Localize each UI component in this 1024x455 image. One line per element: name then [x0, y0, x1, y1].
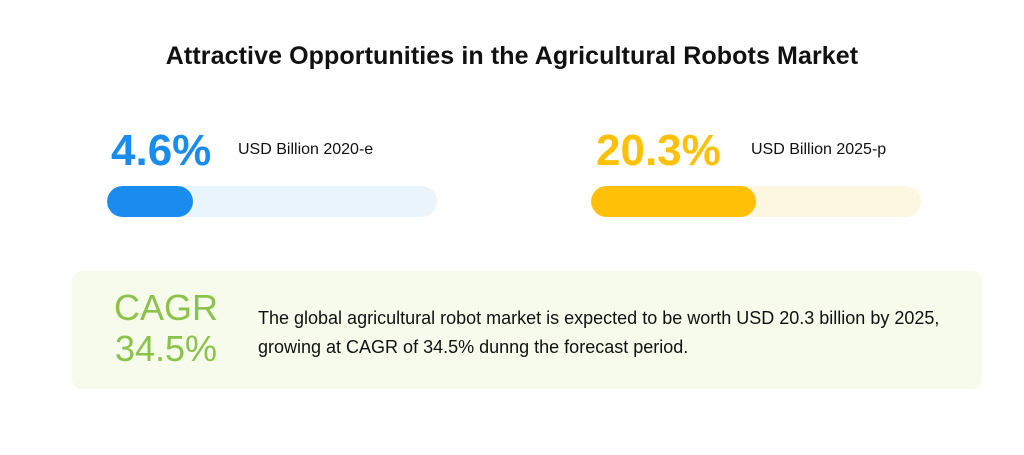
- cagr-heading: CAGR 34.5%: [106, 287, 226, 370]
- cagr-value: 34.5%: [114, 328, 218, 370]
- progress-fill-2020: [107, 186, 193, 217]
- stat-label-2020: USD Billion 2020-e: [238, 141, 374, 158]
- page-title: Attractive Opportunities in the Agricult…: [165, 42, 859, 70]
- cagr-panel: CAGR 34.5% The global agricultural robot…: [72, 271, 982, 389]
- stat-value-2020: 4.6%: [111, 126, 212, 175]
- progress-track-2020: [107, 186, 437, 217]
- stat-label-2025: USD Billion 2025-p: [751, 141, 887, 158]
- progress-track-2025: [591, 186, 921, 217]
- cagr-description: The global agricultural robot market is …: [258, 308, 940, 357]
- stat-value-2025: 20.3%: [596, 126, 721, 175]
- cagr-label: CAGR: [113, 287, 218, 328]
- progress-fill-2025: [591, 186, 756, 217]
